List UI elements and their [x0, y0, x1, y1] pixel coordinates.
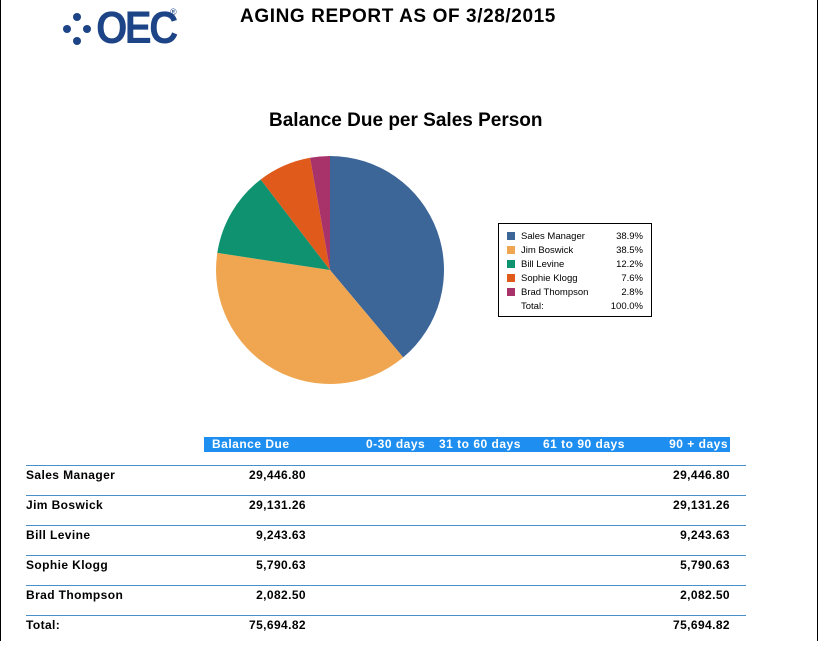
- header-90-plus-days: 90 + days: [669, 437, 728, 451]
- legend-label: Brad Thompson: [521, 286, 589, 298]
- pie-slice: [330, 156, 444, 358]
- row-90-plus-days: 9,243.63: [680, 528, 730, 542]
- table-header: Balance Due 0-30 days 31 to 60 days 61 t…: [204, 437, 730, 452]
- legend-total-label: Total:: [521, 300, 544, 312]
- row-divider: [26, 495, 746, 496]
- row-divider: [26, 465, 746, 466]
- legend-swatch: [507, 288, 515, 296]
- legend-percent: 38.9%: [616, 230, 643, 242]
- row-balance-due: 75,694.82: [249, 618, 306, 632]
- row-name: Jim Boswick: [26, 498, 104, 512]
- legend-entry: Bill Levine 12.2%: [507, 257, 643, 271]
- logo-text: OEC: [96, 2, 178, 53]
- row-name: Total:: [26, 618, 61, 632]
- row-name: Brad Thompson: [26, 588, 124, 602]
- row-balance-due: 9,243.63: [256, 528, 306, 542]
- legend-entry: Jim Boswick 38.5%: [507, 243, 643, 257]
- chart-legend: Sales Manager 38.9% Jim Boswick 38.5% Bill L…: [498, 223, 652, 317]
- pie-slice: [216, 252, 404, 384]
- report-title: AGING REPORT AS OF 3/28/2015: [240, 6, 556, 27]
- table-row: Sales Manager 29,446.80 29,446.80: [26, 465, 746, 495]
- legend-swatch: [507, 232, 515, 240]
- legend-percent: 7.6%: [621, 272, 643, 284]
- row-90-plus-days: 2,082.50: [680, 588, 730, 602]
- row-90-plus-days: 29,131.26: [673, 498, 730, 512]
- table-row: Bill Levine 9,243.63 9,243.63: [26, 525, 746, 555]
- legend-label: Sales Manager: [521, 230, 585, 242]
- pie-slice: [260, 157, 330, 270]
- chart-title: Balance Due per Sales Person: [269, 110, 543, 131]
- legend-label: Jim Boswick: [521, 244, 574, 256]
- table-row: Brad Thompson 2,082.50 2,082.50: [26, 585, 746, 615]
- header-61-90-days: 61 to 90 days: [543, 437, 625, 451]
- legend-label: Sophie Klogg: [521, 272, 578, 284]
- row-name: Bill Levine: [26, 528, 91, 542]
- row-balance-due: 5,790.63: [256, 558, 306, 572]
- legend-entry: Brad Thompson 2.8%: [507, 285, 643, 299]
- legend-percent: 12.2%: [616, 258, 643, 270]
- logo-dots-icon: [63, 13, 91, 45]
- legend-entry: Sophie Klogg 7.6%: [507, 271, 643, 285]
- legend-label: Bill Levine: [521, 258, 565, 270]
- legend-percent: 38.5%: [616, 244, 643, 256]
- row-name: Sales Manager: [26, 468, 116, 482]
- pie-slice: [310, 156, 330, 270]
- legend-entry: Sales Manager 38.9%: [507, 229, 643, 243]
- header-31-60-days: 31 to 60 days: [439, 437, 521, 451]
- row-balance-due: 29,131.26: [249, 498, 306, 512]
- row-divider: [26, 615, 746, 616]
- table-row: Sophie Klogg 5,790.63 5,790.63: [26, 555, 746, 585]
- pie-slice: [217, 179, 330, 270]
- header-0-30-days: 0-30 days: [366, 437, 426, 451]
- legend-total: Total: 100.0%: [507, 299, 643, 313]
- legend-total-value: 100.0%: [610, 300, 643, 312]
- pie-chart: [216, 156, 444, 384]
- legend-swatch: [507, 246, 515, 254]
- row-90-plus-days: 5,790.63: [680, 558, 730, 572]
- logo-registered-mark: ®: [170, 7, 177, 17]
- header-balance-due: Balance Due: [212, 437, 290, 451]
- row-divider: [26, 555, 746, 556]
- legend-swatch: [507, 274, 515, 282]
- table-row: Jim Boswick 29,131.26 29,131.26: [26, 495, 746, 525]
- row-90-plus-days: 29,446.80: [673, 468, 730, 482]
- row-balance-due: 29,446.80: [249, 468, 306, 482]
- row-divider: [26, 525, 746, 526]
- table-total-row: Total: 75,694.82 75,694.82: [26, 615, 746, 645]
- row-name: Sophie Klogg: [26, 558, 109, 572]
- oec-logo: OEC ®: [62, 2, 182, 53]
- row-90-plus-days: 75,694.82: [673, 618, 730, 632]
- row-divider: [26, 585, 746, 586]
- legend-swatch: [507, 260, 515, 268]
- row-balance-due: 2,082.50: [256, 588, 306, 602]
- legend-percent: 2.8%: [621, 286, 643, 298]
